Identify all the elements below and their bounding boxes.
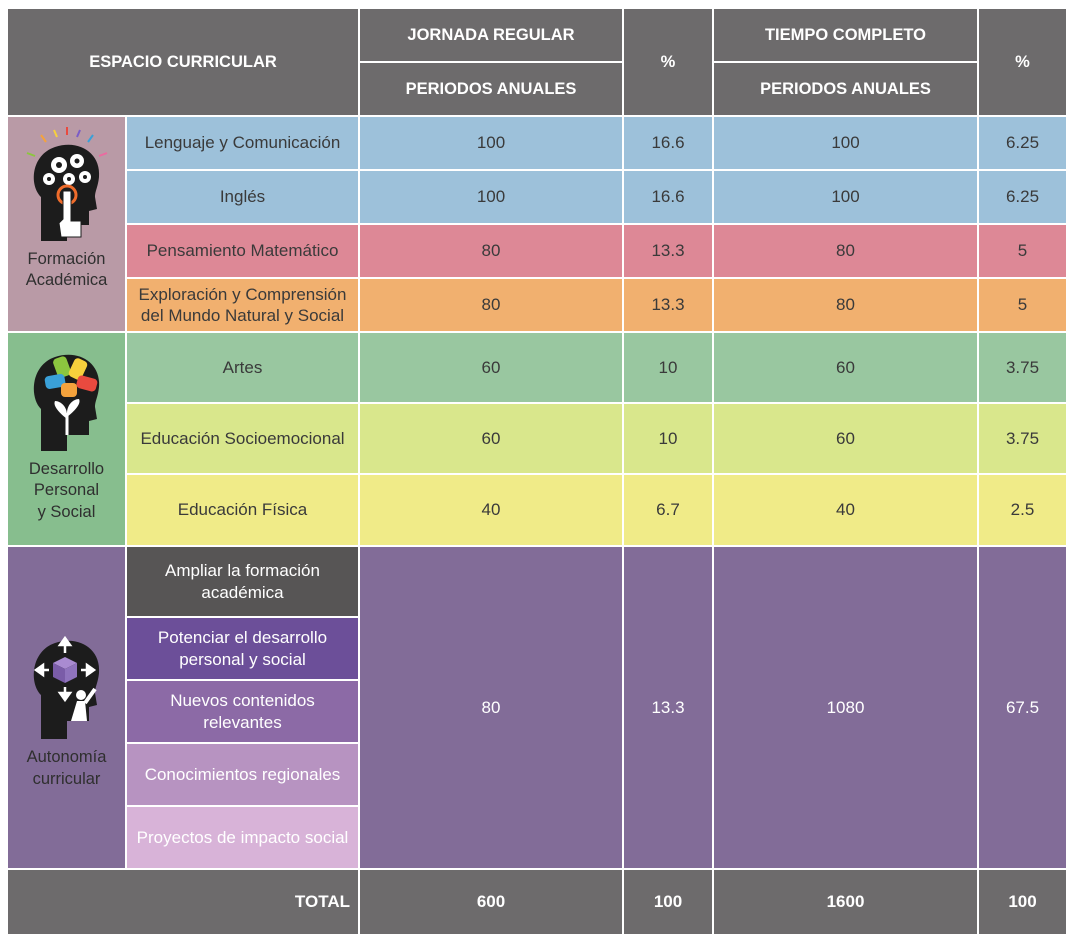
value-jr-pct-fisica: 6.7 (624, 475, 712, 545)
head-gears-icon (26, 127, 107, 241)
area-formacion-academica: Formación Académica (8, 117, 125, 331)
value-tc-pct-autonomia: 67.5 (979, 547, 1066, 868)
area-label-academica: Formación Académica (25, 250, 108, 290)
subject-artes: Artes (127, 333, 358, 402)
value-jr-pct-autonomia: 13.3 (624, 547, 712, 868)
value-jr-exploracion: 80 (360, 279, 622, 331)
subject-fisica: Educación Física (127, 475, 358, 545)
total-label: TOTAL (8, 870, 358, 934)
value-jr-pct-socioemocional: 10 (624, 404, 712, 473)
value-tc-pct-exploracion: 5 (979, 279, 1066, 331)
value-tc-socioemocional: 60 (714, 404, 977, 473)
value-tc-ingles: 100 (714, 171, 977, 223)
subject-nuevos-contenidos: Nuevos contenidos relevantes (127, 681, 358, 742)
value-tc-pct-lenguaje: 6.25 (979, 117, 1066, 169)
value-jr-ingles: 100 (360, 171, 622, 223)
value-tc-artes: 60 (714, 333, 977, 402)
header-percent-tiempo: % (979, 9, 1066, 115)
header-periodos-tiempo: PERIODOS ANUALES (714, 63, 977, 115)
head-cube-arrows-icon (33, 635, 99, 740)
subject-ampliar-formacion: Ampliar la formación académica (127, 547, 358, 616)
curriculum-table: ESPACIO CURRICULAR JORNADA REGULAR % TIE… (8, 9, 1066, 934)
header-jornada-regular: JORNADA REGULAR (360, 9, 622, 61)
subject-lenguaje: Lenguaje y Comunicación (127, 117, 358, 169)
value-tc-pct-matematico: 5 (979, 225, 1066, 277)
total-jr: 600 (360, 870, 622, 934)
subject-conocimientos-regionales: Conocimientos regionales (127, 744, 358, 805)
value-jr-matematico: 80 (360, 225, 622, 277)
area-desarrollo-personal: Desarrollo Personal y Social (8, 333, 125, 545)
value-tc-pct-socioemocional: 3.75 (979, 404, 1066, 473)
value-jr-pct-artes: 10 (624, 333, 712, 402)
subject-socioemocional: Educación Socioemocional (127, 404, 358, 473)
area-label-personal: Desarrollo Personal y Social (28, 460, 105, 521)
subject-matematico: Pensamiento Matemático (127, 225, 358, 277)
value-jr-pct-lenguaje: 16.6 (624, 117, 712, 169)
value-jr-artes: 60 (360, 333, 622, 402)
header-percent-jornada: % (624, 9, 712, 115)
header-espacio-curricular: ESPACIO CURRICULAR (8, 9, 358, 115)
area-autonomia-curricular: Autonomía curricular (8, 547, 125, 868)
subject-ingles: Inglés (127, 171, 358, 223)
total-tc-pct: 100 (979, 870, 1066, 934)
value-tc-matematico: 80 (714, 225, 977, 277)
value-jr-autonomia: 80 (360, 547, 622, 868)
header-periodos-jornada: PERIODOS ANUALES (360, 63, 622, 115)
value-jr-pct-exploracion: 13.3 (624, 279, 712, 331)
subject-proyectos-impacto: Proyectos de impacto social (127, 807, 358, 868)
subject-exploracion: Exploración y Comprensión del Mundo Natu… (127, 279, 358, 331)
value-jr-pct-ingles: 16.6 (624, 171, 712, 223)
value-jr-lenguaje: 100 (360, 117, 622, 169)
header-tiempo-completo: TIEMPO COMPLETO (714, 9, 977, 61)
subject-potenciar-desarrollo: Potenciar el desarrollo personal y socia… (127, 618, 358, 679)
value-tc-fisica: 40 (714, 475, 977, 545)
value-tc-pct-artes: 3.75 (979, 333, 1066, 402)
value-jr-socioemocional: 60 (360, 404, 622, 473)
head-hands-plant-icon (33, 354, 99, 451)
value-tc-autonomia: 1080 (714, 547, 977, 868)
value-jr-fisica: 40 (360, 475, 622, 545)
area-label-autonomia: Autonomía curricular (26, 748, 107, 788)
value-tc-pct-fisica: 2.5 (979, 475, 1066, 545)
total-tc: 1600 (714, 870, 977, 934)
value-tc-pct-ingles: 6.25 (979, 171, 1066, 223)
value-jr-pct-matematico: 13.3 (624, 225, 712, 277)
value-tc-lenguaje: 100 (714, 117, 977, 169)
total-jr-pct: 100 (624, 870, 712, 934)
value-tc-exploracion: 80 (714, 279, 977, 331)
